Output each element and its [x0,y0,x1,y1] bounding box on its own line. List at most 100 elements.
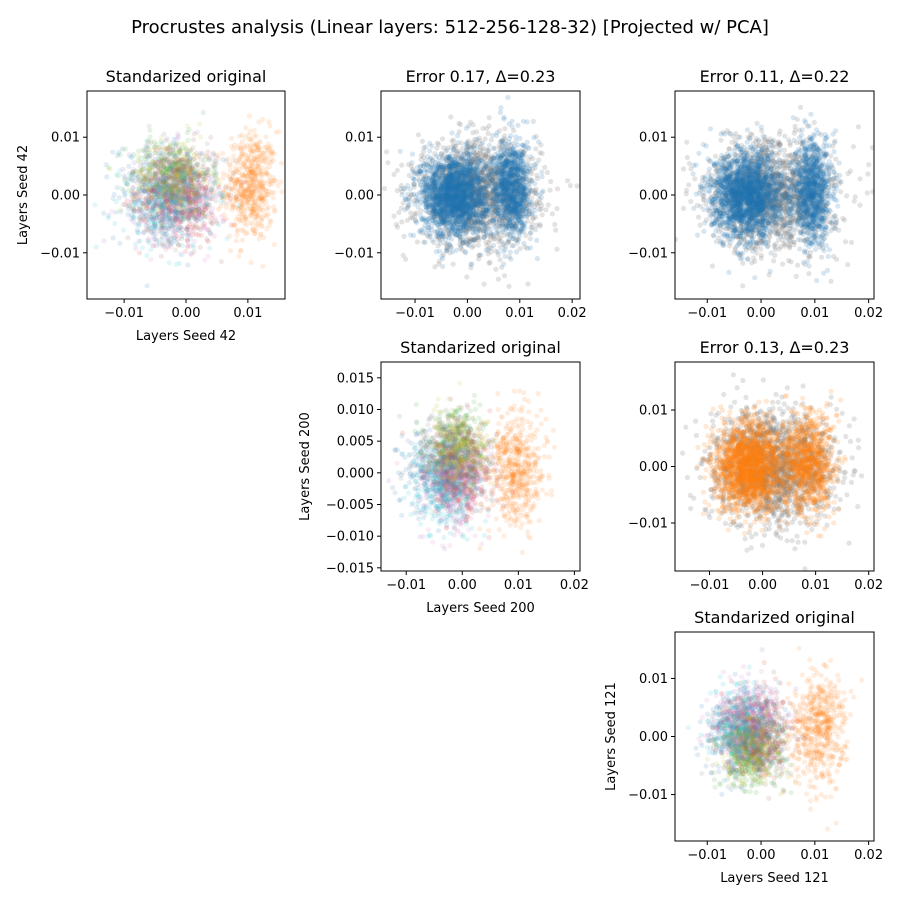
scatter-point [196,174,202,180]
scatter-point [168,196,174,202]
scatter-point [251,202,258,208]
scatter-point [141,230,147,236]
scatter-point [148,256,154,263]
scatter-point [258,218,264,224]
scatter-point [243,217,249,223]
scatter-point [248,168,254,175]
scatter-point [182,175,188,181]
scatter-point [547,187,553,193]
scatter-point [139,167,145,173]
scatter-point [161,195,168,201]
scatter-point [228,196,234,202]
scatter-point [147,134,153,140]
scatter-point [252,188,258,194]
scatter-point [249,203,255,209]
scatter-point [184,237,191,243]
scatter-point [185,137,191,143]
scatter-point [259,193,265,199]
scatter-point [218,259,224,265]
scatter-point [187,166,193,173]
scatter-point [151,184,157,190]
scatter-point [239,200,245,206]
scatter-point [115,173,122,179]
scatter-point [152,215,158,221]
scatter-point [172,229,178,235]
scatter-point [174,156,180,162]
scatter-point [240,228,246,234]
scatter-point [131,208,137,215]
scatter-point [275,183,281,189]
scatter-point [198,201,204,207]
scatter-point [149,162,155,168]
scatter-point [164,166,170,172]
scatter-point [172,162,178,168]
scatter-point [240,198,246,204]
scatter-point [242,220,248,226]
scatter-point [170,189,176,195]
scatter-point [131,196,137,202]
y-tick-label: −0.01 [40,246,80,261]
scatter-point [256,187,262,193]
scatter-point [242,145,248,151]
scatter-point [481,281,487,287]
scatter-point [146,177,152,183]
scatter-point [105,215,111,221]
scatter-point [113,209,119,215]
scatter-point [129,189,135,195]
scatter-point [178,158,185,164]
scatter-point [228,222,234,228]
scatter-point [197,174,203,180]
scatter-point [200,164,206,170]
scatter-point [167,143,174,149]
scatter-point [255,144,261,150]
scatter-point [158,200,164,206]
scatter-point [192,163,199,169]
scatter-point [174,169,180,175]
scatter-point [150,214,156,220]
scatter-point [207,157,213,163]
scatter-point [152,192,158,198]
scatter-point [147,162,153,168]
scatter-point [153,207,159,213]
scatter-point [196,152,202,159]
scatter-point [185,193,191,199]
scatter-point [138,199,145,206]
scatter-point [125,203,131,209]
scatter-point [232,205,239,211]
scatter-point [164,185,170,191]
scatter-point [235,177,241,183]
scatter-point [169,172,175,178]
scatter-point [179,212,185,218]
scatter-point [227,174,233,180]
scatter-point [233,179,239,185]
scatter-point [198,183,204,189]
scatter-point [155,164,161,171]
scatter-point [165,193,172,199]
scatter-point [162,180,168,186]
scatter-point [188,177,194,183]
scatter-point [184,173,190,179]
scatter-point [183,172,189,178]
scatter-point [263,170,269,176]
scatter-point [242,189,248,195]
scatter-point [244,173,250,179]
scatter-point [180,210,186,217]
scatter-point [159,170,165,176]
scatter-point [260,198,266,204]
scatter-point [249,149,255,155]
scatter-point [202,189,208,195]
scatter-point [170,183,176,189]
scatter-point [183,164,189,170]
scatter-point [236,157,242,163]
scatter-point [239,192,245,198]
scatter-point [544,169,551,176]
scatter-point [231,146,237,152]
scatter-point [172,183,178,189]
scatter-point [162,199,168,206]
scatter-point [226,186,232,192]
scatter-point [166,208,172,214]
scatter-point [252,144,258,150]
scatter-point [161,158,167,164]
scatter-point [249,177,255,183]
scatter-point [188,166,194,172]
